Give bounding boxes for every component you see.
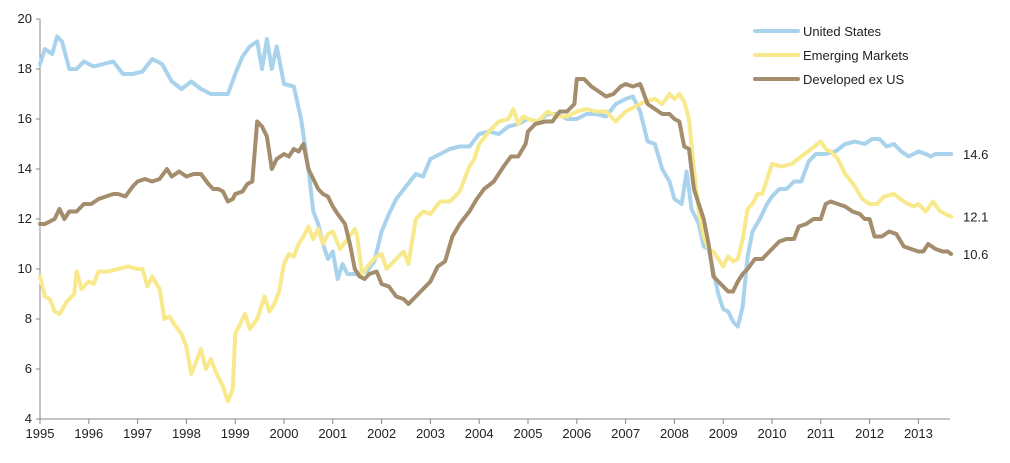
x-tick-label: 2001 (318, 426, 347, 441)
x-axis-ticks: 1995 1996 1997 1998 1999 2000 2001 2002 2003 2004… (26, 419, 933, 441)
series-line-united-states (38, 34, 954, 329)
legend-label: Emerging Markets (803, 48, 909, 63)
y-tick-label: 10 (18, 261, 32, 276)
x-tick-label: 2006 (562, 426, 591, 441)
series-end-labels: 14.6 12.1 10.6 (963, 147, 988, 262)
chart-axes: 4 6 8 10 12 14 16 18 20 1995 1996 1997 1998 1999 2000… (18, 11, 950, 441)
x-tick-label: 2002 (367, 426, 396, 441)
y-tick-label: 16 (18, 111, 32, 126)
x-tick-label: 2003 (416, 426, 445, 441)
y-tick-label: 8 (25, 311, 32, 326)
x-tick-label: 2010 (758, 426, 787, 441)
x-tick-label: 2008 (660, 426, 689, 441)
x-tick-label: 1997 (123, 426, 152, 441)
x-tick-label: 2004 (465, 426, 494, 441)
x-tick-label: 2009 (709, 426, 738, 441)
series-lines (38, 34, 954, 404)
x-tick-label: 2013 (904, 426, 933, 441)
y-tick-label: 6 (25, 361, 32, 376)
x-tick-label: 2012 (855, 426, 884, 441)
x-tick-label: 1999 (221, 426, 250, 441)
end-value-label-emerging-markets: 12.1 (963, 210, 988, 225)
end-value-label-developed-ex-us: 10.6 (963, 247, 988, 262)
x-tick-label: 2007 (611, 426, 640, 441)
y-axis-ticks: 4 6 8 10 12 14 16 18 20 (18, 11, 40, 426)
end-value-label-united-states: 14.6 (963, 147, 988, 162)
x-tick-label: 1998 (172, 426, 201, 441)
y-tick-label: 14 (18, 161, 32, 176)
x-tick-label: 2005 (514, 426, 543, 441)
y-tick-label: 4 (25, 411, 32, 426)
y-tick-label: 18 (18, 61, 32, 76)
series-line-developed-ex-us (38, 77, 954, 306)
legend-label: United States (803, 24, 882, 39)
x-tick-label: 2000 (270, 426, 299, 441)
x-tick-label: 2011 (807, 426, 835, 441)
chart-legend: United States Emerging Markets Developed e… (753, 24, 909, 87)
legend-label: Developed ex US (803, 72, 904, 87)
series-line-emerging-markets (38, 92, 954, 404)
y-tick-label: 12 (18, 211, 32, 226)
x-tick-label: 1995 (26, 426, 55, 441)
y-tick-label: 20 (18, 11, 32, 26)
x-tick-label: 1996 (74, 426, 103, 441)
